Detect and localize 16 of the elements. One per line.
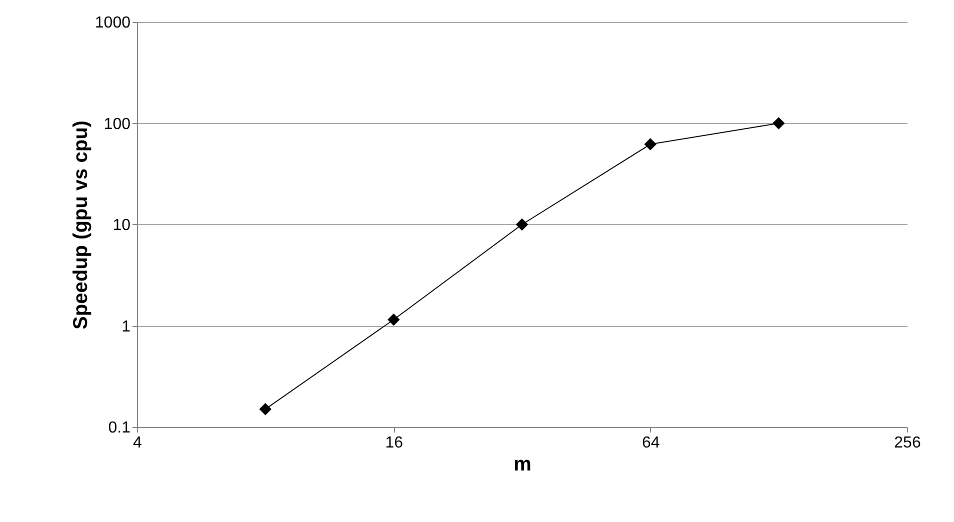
point	[772, 117, 785, 130]
point	[259, 403, 272, 416]
y-tick-label: 1000	[94, 14, 131, 32]
x-axis-title: m	[514, 454, 532, 476]
x-tick-label: 16	[385, 434, 404, 452]
x-tick-label: 4	[133, 434, 142, 452]
y-tick-label: 0.1	[108, 420, 131, 436]
point	[644, 138, 656, 150]
x-tick-label: 256	[894, 434, 921, 452]
x-tick-label: 64	[642, 434, 660, 452]
y-tick-label: 1	[122, 318, 131, 336]
y-tick-label: 10	[112, 217, 131, 234]
y-axis-title: Speedup (gpu vs cpu)	[70, 120, 92, 330]
point	[388, 313, 400, 326]
point	[516, 218, 528, 231]
y-tick-label: 100	[104, 116, 131, 133]
